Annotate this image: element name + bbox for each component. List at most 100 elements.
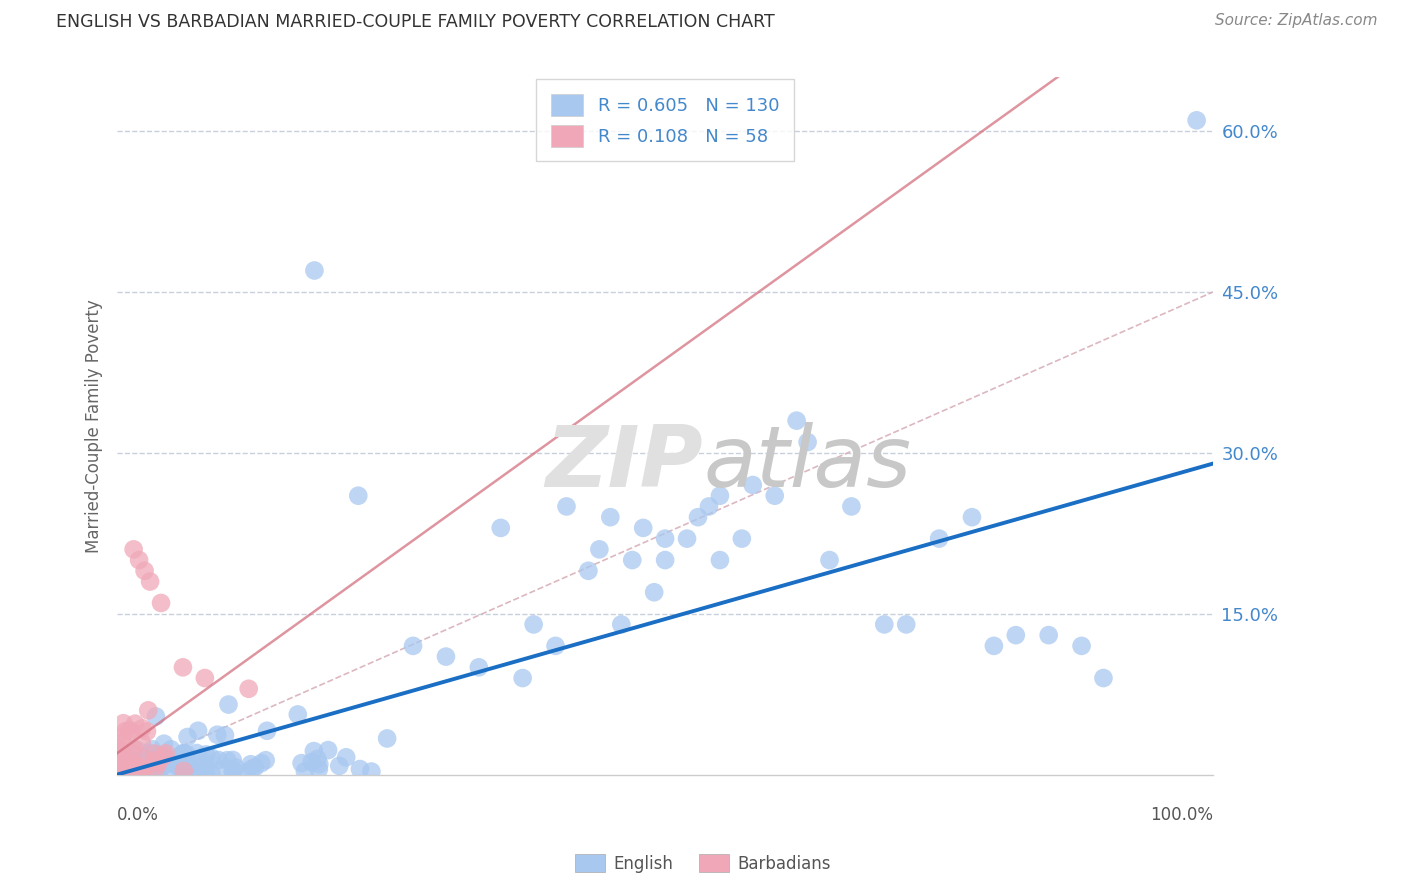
Point (194, 764, 217, 778)
Point (129, 762, 152, 776)
Point (136, 765, 159, 780)
Point (134, 752, 156, 766)
Point (221, 764, 243, 778)
Point (122, 741, 145, 756)
Text: ENGLISH VS BARBADIAN MARRIED-COUPLE FAMILY POVERTY CORRELATION CHART: ENGLISH VS BARBADIAN MARRIED-COUPLE FAMI… (56, 13, 775, 31)
Point (304, 263, 326, 277)
Point (176, 730, 198, 744)
Point (796, 435, 818, 450)
Point (195, 747, 218, 762)
Point (120, 766, 142, 780)
Text: 0.0%: 0.0% (117, 806, 159, 824)
Point (468, 660, 491, 674)
Point (121, 758, 143, 772)
Point (610, 617, 633, 632)
Point (225, 760, 247, 774)
Point (150, 756, 173, 771)
Point (153, 737, 176, 751)
Point (186, 767, 208, 781)
Point (155, 749, 177, 764)
Point (250, 756, 273, 771)
Point (631, 521, 654, 535)
Point (134, 564, 156, 578)
Point (173, 764, 195, 778)
Point (115, 761, 138, 775)
Point (112, 765, 135, 780)
Point (741, 478, 763, 492)
Point (177, 751, 200, 765)
Point (121, 764, 143, 778)
Point (186, 765, 208, 780)
Point (155, 746, 177, 760)
Point (218, 698, 240, 712)
Point (200, 767, 222, 781)
Point (697, 500, 720, 514)
Point (111, 763, 134, 777)
Point (191, 765, 214, 780)
Point (108, 764, 131, 779)
Legend: R = 0.605   N = 130, R = 0.108   N = 58: R = 0.605 N = 130, R = 0.108 N = 58 (537, 79, 794, 161)
Point (143, 754, 166, 768)
Text: atlas: atlas (703, 422, 911, 506)
Point (112, 748, 135, 763)
Point (121, 746, 143, 760)
Point (316, 743, 339, 757)
Point (588, 542, 610, 557)
Point (127, 743, 149, 757)
Point (148, 756, 170, 771)
Point (1038, 628, 1060, 642)
Point (434, 649, 457, 664)
Point (128, 553, 150, 567)
Point (211, 762, 233, 776)
Point (709, 553, 731, 567)
Point (143, 754, 166, 768)
Point (183, 760, 205, 774)
Point (643, 585, 665, 599)
Point (599, 510, 621, 524)
Point (118, 723, 141, 737)
Point (654, 532, 676, 546)
Point (287, 707, 309, 722)
Point (207, 728, 229, 742)
Point (174, 747, 197, 761)
Point (127, 755, 149, 769)
Point (139, 746, 162, 760)
Point (141, 742, 163, 756)
Point (349, 762, 371, 776)
Point (107, 767, 129, 781)
Point (239, 757, 262, 772)
Point (763, 489, 786, 503)
Point (236, 765, 259, 780)
Point (294, 764, 316, 779)
Point (1185, 113, 1208, 128)
Point (124, 766, 146, 780)
Point (120, 756, 142, 771)
Text: Source: ZipAtlas.com: Source: ZipAtlas.com (1215, 13, 1378, 29)
Point (402, 639, 425, 653)
Point (108, 766, 131, 780)
Point (145, 761, 167, 775)
Point (654, 553, 676, 567)
Point (125, 764, 148, 778)
Point (222, 753, 245, 767)
Point (127, 761, 149, 775)
Point (187, 723, 209, 738)
Point (143, 760, 166, 774)
Point (149, 762, 172, 776)
Point (157, 753, 180, 767)
Point (731, 532, 754, 546)
Point (112, 750, 135, 764)
Point (111, 735, 134, 749)
Point (523, 617, 546, 632)
Point (307, 752, 329, 766)
Y-axis label: Married-Couple Family Poverty: Married-Couple Family Poverty (86, 299, 103, 553)
Point (134, 755, 156, 769)
Point (145, 709, 167, 723)
Point (153, 749, 176, 764)
Point (120, 767, 142, 781)
Point (360, 764, 382, 779)
Point (1004, 628, 1026, 642)
Point (132, 764, 155, 778)
Point (217, 753, 239, 767)
Point (115, 767, 138, 781)
